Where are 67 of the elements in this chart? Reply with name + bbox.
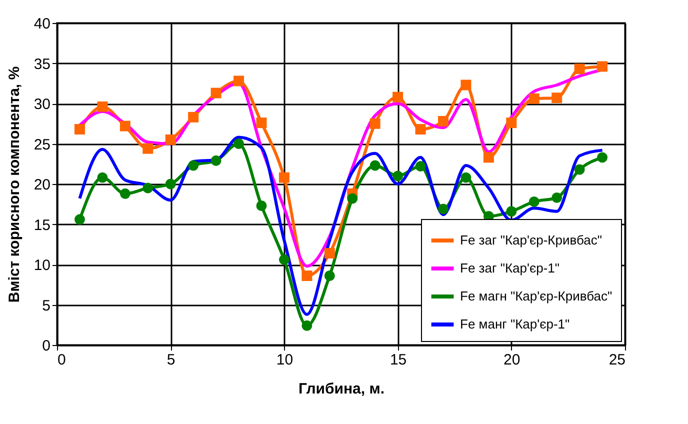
point — [552, 92, 562, 104]
point — [574, 164, 585, 175]
point — [188, 112, 199, 122]
point — [347, 193, 358, 204]
y-tick-label: 25 — [34, 136, 50, 154]
x-tick-label: 25 — [608, 352, 626, 368]
y-tick-label: 15 — [34, 216, 50, 234]
point — [370, 118, 380, 129]
point — [506, 118, 517, 128]
point — [528, 196, 540, 207]
point — [120, 120, 130, 132]
legend-label: Fe заг "Кар'єр-Кривбас" — [460, 232, 602, 248]
point — [506, 206, 517, 217]
point — [460, 172, 472, 183]
point — [438, 204, 448, 214]
y-tick-label: 40 — [34, 16, 50, 32]
point — [302, 270, 312, 282]
point — [324, 270, 335, 282]
point — [256, 118, 267, 128]
y-tick-label: 20 — [34, 176, 50, 194]
x-tick-label: 5 — [166, 352, 176, 368]
point — [324, 248, 335, 258]
legend-label: Fe заг "Кар'єр-1" — [460, 260, 560, 276]
x-tick-label: 20 — [504, 352, 520, 368]
point — [415, 161, 426, 172]
point — [460, 80, 472, 90]
point — [597, 152, 608, 163]
y-tick-label: 30 — [34, 96, 50, 113]
point — [302, 320, 312, 331]
point — [142, 143, 154, 154]
point — [97, 172, 108, 183]
point — [97, 101, 108, 112]
point — [278, 172, 290, 183]
y-axis-title: Вміст корисного компонента, % — [6, 66, 23, 303]
x-tick-label: 10 — [276, 352, 294, 368]
x-axis-title: Глибина, м. — [298, 380, 384, 398]
point — [256, 200, 267, 211]
point — [120, 188, 130, 199]
x-tick-label: 15 — [390, 352, 407, 368]
y-tick-label: 0 — [42, 338, 50, 354]
point — [278, 254, 290, 265]
point — [528, 93, 540, 104]
point — [392, 92, 404, 102]
point — [234, 76, 244, 86]
point — [74, 214, 85, 225]
point — [165, 134, 176, 145]
point — [415, 124, 426, 135]
point — [392, 170, 404, 182]
legend-label: Fe манг "Кар'єр-1" — [460, 316, 570, 332]
point — [142, 182, 154, 194]
point — [188, 160, 199, 171]
y-tick-label: 35 — [34, 56, 50, 73]
point — [438, 116, 448, 126]
point — [370, 160, 380, 171]
point — [483, 152, 494, 163]
point — [74, 124, 85, 135]
legend-label: Fe магн "Кар'єр-Кривбас" — [460, 288, 613, 304]
point — [165, 178, 176, 190]
point — [210, 88, 222, 98]
point — [234, 138, 244, 149]
point — [210, 155, 222, 166]
y-tick-label: 10 — [34, 257, 50, 274]
point — [597, 61, 608, 72]
point — [574, 64, 585, 74]
x-tick-label: 0 — [58, 352, 66, 368]
point — [552, 192, 562, 203]
y-tick-label: 5 — [42, 297, 50, 314]
